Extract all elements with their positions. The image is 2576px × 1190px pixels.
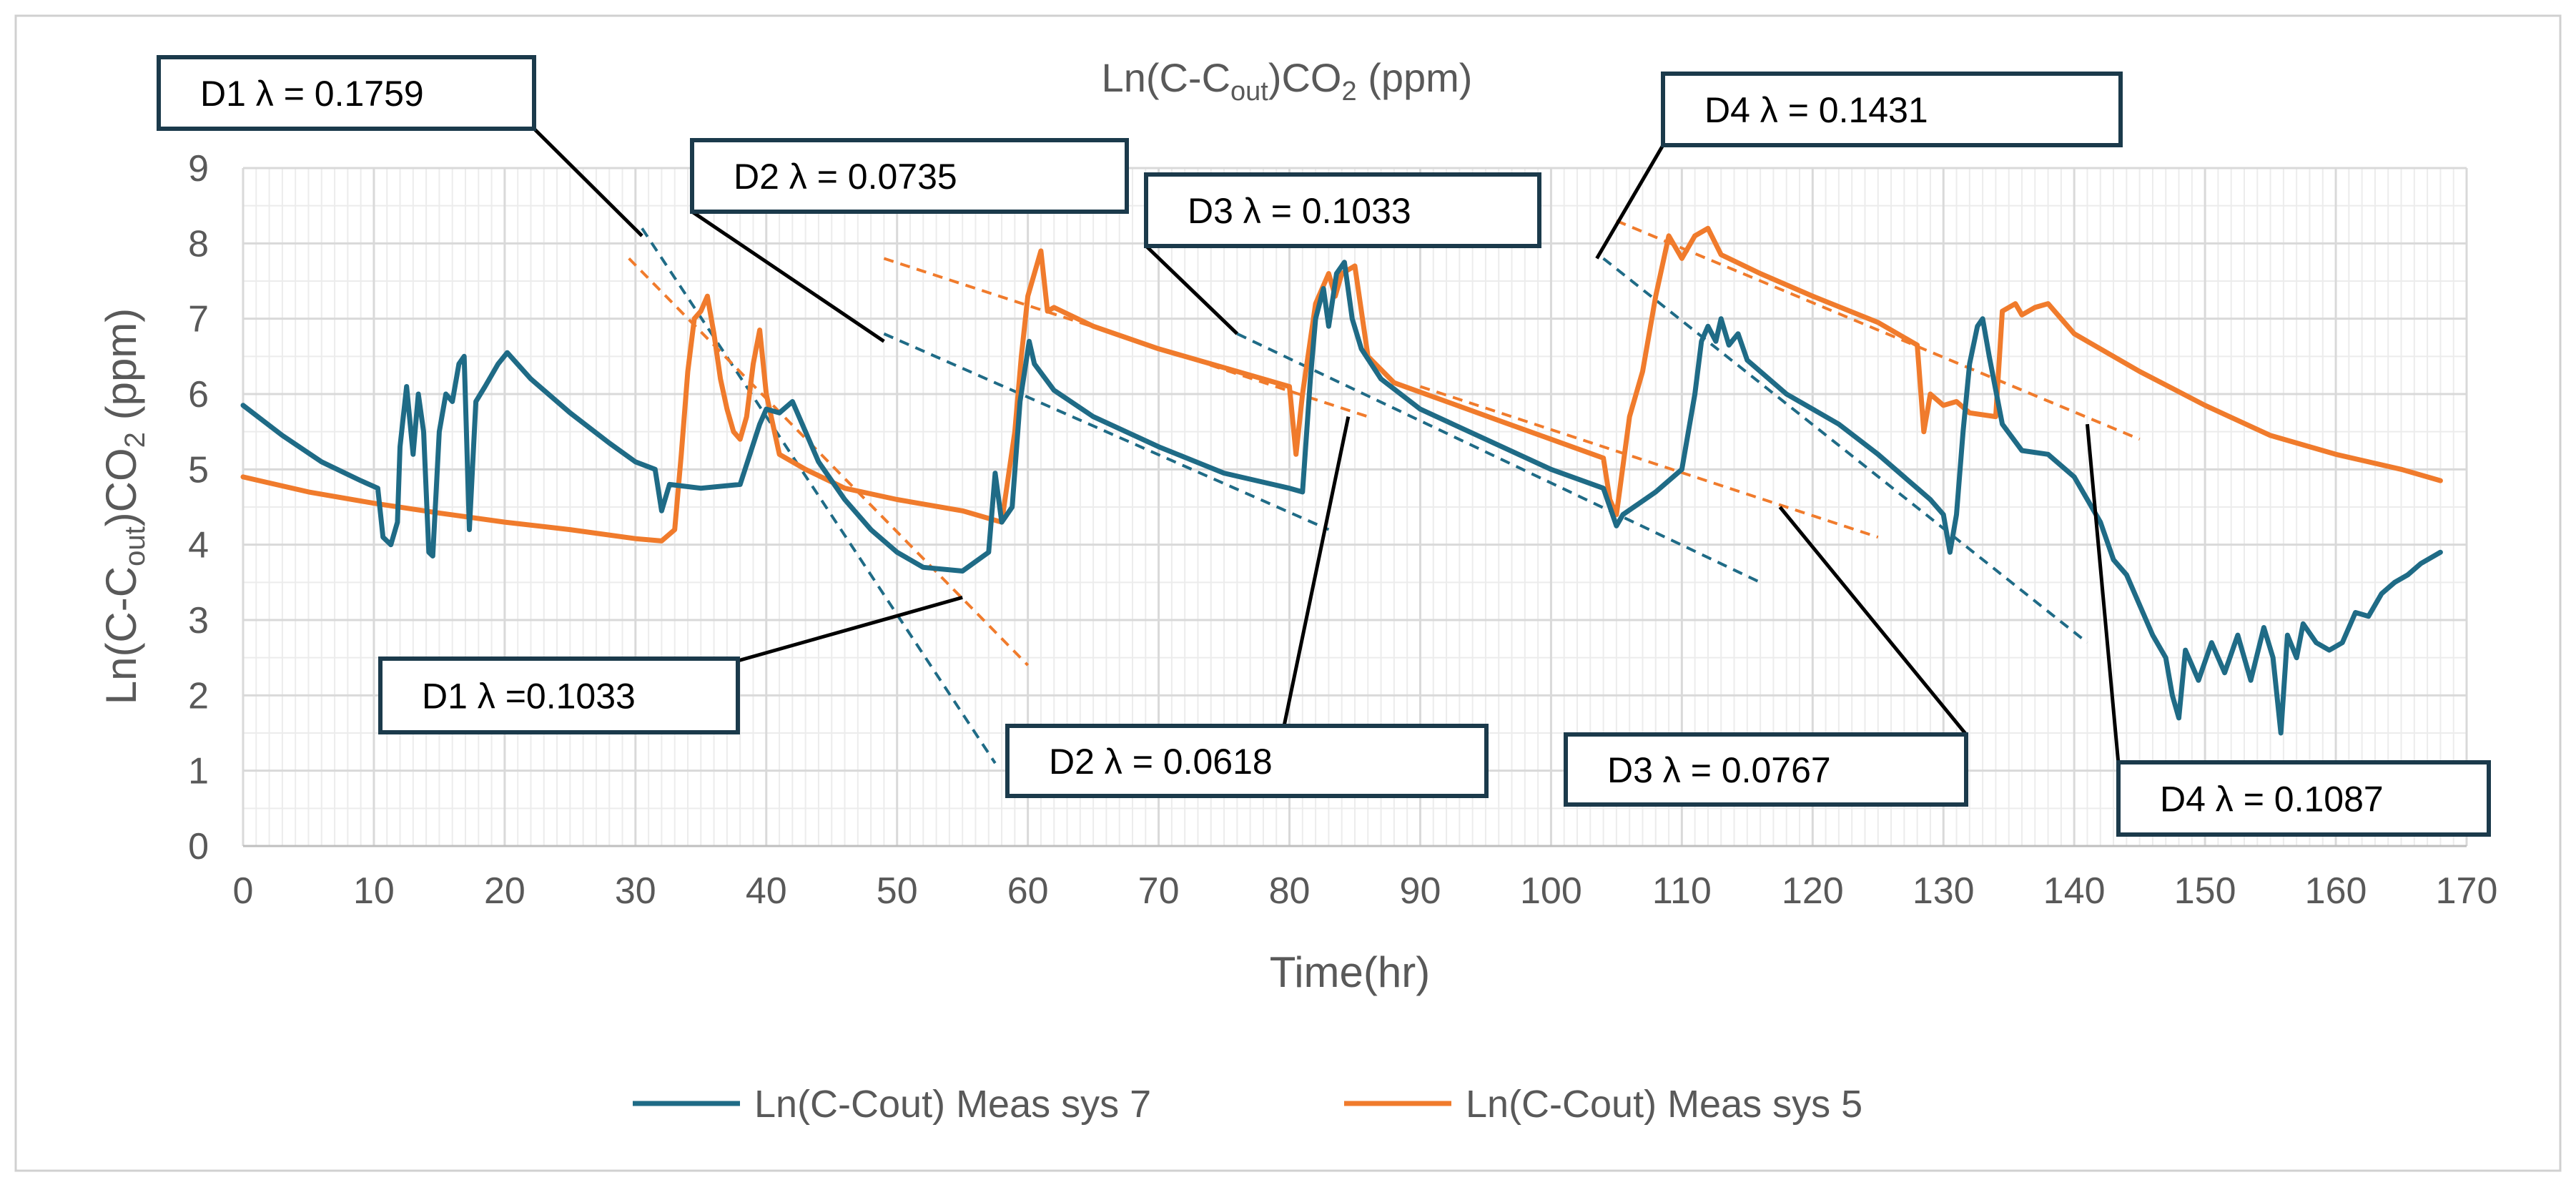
legend-label-sys7: Ln(C-Cout) Meas sys 7 <box>754 1083 1151 1126</box>
x-tick-label: 10 <box>353 870 395 912</box>
fit-line <box>1236 332 1761 584</box>
x-tick-label: 160 <box>2305 870 2367 912</box>
y-tick-label: 7 <box>188 299 209 340</box>
callout-label: D2 λ = 0.0735 <box>734 157 957 197</box>
callout-leader-line <box>737 595 963 663</box>
y-tick-label: 5 <box>188 449 209 491</box>
x-tick-label: 0 <box>233 870 254 912</box>
y-tick-label: 2 <box>188 675 209 717</box>
y-tick-label: 6 <box>188 374 209 415</box>
x-axis-label: Time(hr) <box>1270 948 1430 996</box>
fit-line <box>1616 219 2141 441</box>
y-axis-label: Ln(C-Cout)CO2 (ppm) <box>97 308 151 705</box>
series-line-sys7 <box>240 260 2443 736</box>
callout-label: D3 λ = 0.1033 <box>1188 191 1411 231</box>
callout-box <box>157 55 536 131</box>
callout-label: D2 λ = 0.0618 <box>1049 742 1273 782</box>
callout-box <box>1661 72 2123 147</box>
x-tick-label: 50 <box>877 870 918 912</box>
callout-box <box>1564 732 1968 807</box>
callout-leader-line <box>1595 144 1665 260</box>
y-tick-label: 3 <box>188 600 209 641</box>
x-tick-label: 40 <box>746 870 787 912</box>
x-tick-label: 80 <box>1269 870 1311 912</box>
callout-label: D4 λ = 0.1431 <box>1704 90 1928 130</box>
callout-leader-line <box>1145 245 1239 335</box>
callout-box <box>378 657 740 734</box>
x-tick-label: 130 <box>1913 870 1975 912</box>
fit-line <box>1602 257 2088 644</box>
callout-leader-line <box>1282 416 1351 727</box>
y-tick-label: 0 <box>188 826 209 867</box>
y-tick-label: 8 <box>188 223 209 265</box>
callout-box <box>1005 724 1489 798</box>
callout-label: D3 λ = 0.0767 <box>1607 750 1831 790</box>
legend: Ln(C-Cout) Meas sys 7 Ln(C-Cout) Meas sy… <box>633 1083 1862 1126</box>
chart-frame <box>14 14 2562 1172</box>
x-tick-label: 120 <box>1782 870 1844 912</box>
callout-leader-line <box>2085 423 2121 764</box>
fit-line <box>641 227 997 764</box>
x-tick-label: 150 <box>2174 870 2236 912</box>
callouts: D1 λ = 0.1759 D2 λ = 0.0735 D3 λ = 0.1033 D… <box>157 55 2491 837</box>
callout-label: D1 λ =0.1033 <box>422 677 636 717</box>
x-tick-label: 60 <box>1007 870 1049 912</box>
x-tick-label: 70 <box>1138 870 1180 912</box>
callout-box <box>2116 760 2491 837</box>
x-tick-label: 20 <box>484 870 525 912</box>
x-tick-label: 110 <box>1652 870 1712 912</box>
legend-label-sys5: Ln(C-Cout) Meas sys 5 <box>1466 1083 1862 1126</box>
callout-leader-line <box>691 210 885 343</box>
fit-line <box>1419 385 1879 539</box>
callout-box <box>690 138 1129 214</box>
callout-label: D1 λ = 0.1759 <box>200 74 424 114</box>
callout-box <box>1144 172 1541 248</box>
x-tick-label: 90 <box>1400 870 1441 912</box>
axes: 0 10 20 30 40 50 60 70 80 90 100 110 120 130 140 150 160… <box>188 148 2497 912</box>
y-tick-label: 9 <box>188 148 209 190</box>
x-tick-label: 170 <box>2436 870 2498 912</box>
y-tick-label: 1 <box>188 751 209 792</box>
series-lines <box>240 225 2443 736</box>
series-line-sys5 <box>240 225 2443 544</box>
callout-leader-line <box>533 127 643 237</box>
fit-line <box>883 332 1330 531</box>
y-tick-label: 4 <box>188 525 209 566</box>
callout-label: D4 λ = 0.1087 <box>2160 780 2384 820</box>
x-tick-label: 100 <box>1520 870 1582 912</box>
chart-title: Ln(C-Cout)CO2 (ppm) <box>1102 55 1473 107</box>
callout-leader-line <box>1778 506 1968 736</box>
x-tick-label: 30 <box>615 870 656 912</box>
x-tick-label: 140 <box>2043 870 2106 912</box>
